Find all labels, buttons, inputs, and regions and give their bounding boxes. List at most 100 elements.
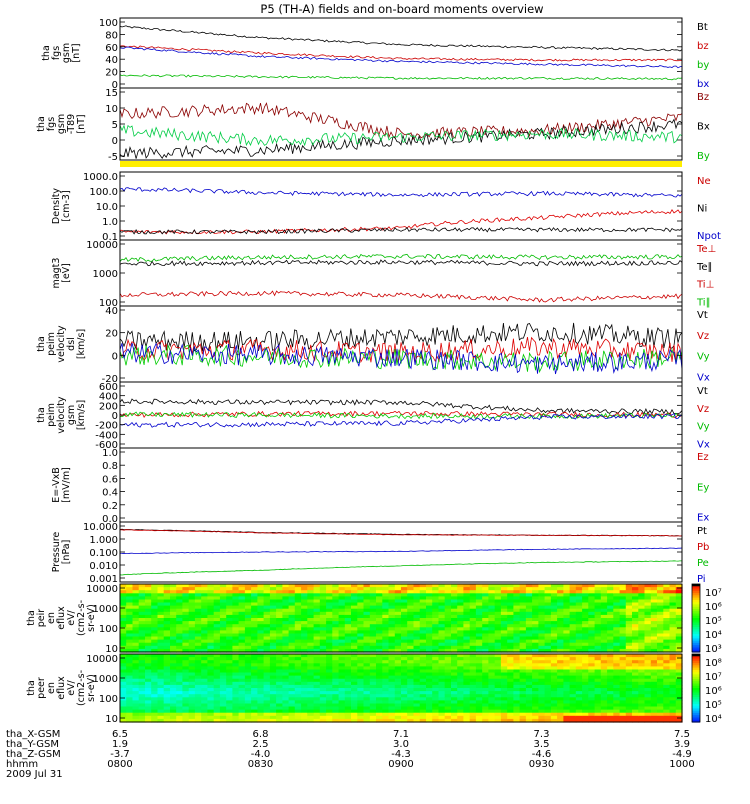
spectrogram-cell (632, 624, 639, 628)
spectrogram-cell (163, 614, 171, 619)
spectrogram-cell (544, 648, 552, 653)
spectrogram-cell (351, 645, 358, 650)
spectrogram-cell (282, 596, 290, 601)
spectrogram-cell (594, 642, 602, 647)
spectrogram-cell (432, 642, 439, 647)
spectrogram-cell (388, 672, 396, 677)
spectrogram-cell (351, 672, 358, 677)
spectrogram-cell (426, 642, 433, 647)
spectrogram-cell (388, 663, 396, 667)
spectrogram-cell (663, 681, 671, 686)
spectrogram-cell (138, 648, 146, 653)
spectrogram-cell (569, 630, 577, 635)
spectrogram-cell (163, 681, 171, 686)
spectrogram-cell (238, 633, 246, 638)
spectrogram-cell (382, 706, 390, 711)
spectrogram-cell (207, 630, 215, 635)
spectrogram-cell (475, 681, 483, 686)
spectrogram-cell (344, 645, 352, 650)
spectrogram-cell (538, 666, 546, 671)
spectrogram-cell (550, 611, 558, 616)
spectrogram-cell (376, 684, 383, 689)
spectrogram-cell (613, 605, 621, 610)
spectrogram-cell (363, 666, 371, 671)
spectrogram-cell (488, 663, 496, 667)
legend-entry: Te⊥ (696, 244, 716, 255)
spectrogram-cell (482, 697, 489, 701)
spectrogram-cell (463, 675, 471, 680)
spectrogram-cell (357, 633, 365, 638)
spectrogram-cell (138, 678, 146, 683)
spectrogram-cell (251, 642, 258, 647)
spectrogram-cell (426, 627, 433, 631)
spectrogram-cell (394, 599, 402, 604)
spectrogram-cell (344, 688, 352, 692)
spectrogram-cell (563, 715, 571, 720)
spectrogram-cell (413, 639, 421, 644)
spectrogram-cell (163, 618, 171, 622)
spectrogram-cell (525, 691, 533, 695)
y-axis-label: velocity (56, 325, 67, 363)
spectrogram-cell (376, 590, 383, 594)
spectrogram-cell (176, 648, 183, 653)
spectrogram-cell (419, 611, 427, 616)
spectrogram-cell (532, 590, 539, 594)
y-tick-label: 40 (105, 55, 118, 66)
spectrogram-cell (544, 678, 552, 683)
spectrogram-cell (482, 694, 489, 698)
spectrogram-cell (219, 654, 227, 658)
spectrogram-cell (138, 654, 146, 658)
spectrogram-cell (282, 697, 290, 701)
spectrogram-cell (544, 718, 552, 723)
spectrogram-cell (444, 605, 452, 610)
y-tick-label: 0.2 (102, 501, 118, 512)
spectrogram-cell (207, 587, 215, 591)
spectrogram-cell (594, 703, 602, 708)
spectrogram-cell (213, 611, 221, 616)
series-group-pressure (119, 528, 683, 576)
spectrogram-cell (276, 630, 283, 635)
spectrogram-cell (294, 718, 302, 723)
spectrogram-cell (226, 636, 233, 641)
spectrogram-cell (457, 688, 464, 692)
spectrogram-cell (376, 694, 383, 698)
spectrogram-cell (219, 697, 227, 701)
spectrogram-cell (613, 660, 621, 664)
spectrogram-cell (463, 703, 471, 708)
spectrogram-cell (438, 706, 446, 711)
spectrogram-cell (544, 697, 552, 701)
spectrogram-cell (419, 593, 427, 597)
y-axis-label: peim (46, 332, 57, 356)
spectrogram-cell (326, 684, 333, 689)
spectrogram-cell (138, 599, 146, 604)
spectrogram-cell (182, 614, 190, 619)
spectrogram-cell (301, 663, 308, 667)
series-line-Bt (119, 25, 683, 52)
spectrogram-cell (151, 657, 158, 661)
spectrogram-cell (388, 660, 396, 664)
spectrogram-cell (263, 672, 271, 677)
spectrogram-cell (575, 593, 583, 597)
spectrogram-cell (138, 584, 146, 588)
spectrogram-cell (226, 627, 233, 631)
spectrogram-cell (219, 587, 227, 591)
spectrogram-cell (444, 691, 452, 695)
spectrogram-cell (557, 584, 564, 588)
spectrogram-cell (519, 636, 527, 641)
spectrogram-cell (307, 657, 315, 661)
spectrogram-cell (294, 587, 302, 591)
spectrogram-cell (301, 657, 308, 661)
spectrogram-cell (525, 660, 533, 664)
spectrogram-cell (357, 688, 365, 692)
spectrogram-cell (525, 590, 533, 594)
spectrogram-cell (675, 584, 683, 588)
spectrogram-cell (669, 639, 677, 644)
spectrogram-cell (500, 621, 508, 625)
spectrogram-cell (544, 666, 552, 671)
spectrogram-cell (519, 681, 527, 686)
spectrogram-cell (163, 678, 171, 683)
spectrogram-cell (594, 633, 602, 638)
spectrogram-cell (170, 715, 177, 720)
spectrogram-cell (294, 709, 302, 714)
spectrogram-cell (257, 706, 265, 711)
